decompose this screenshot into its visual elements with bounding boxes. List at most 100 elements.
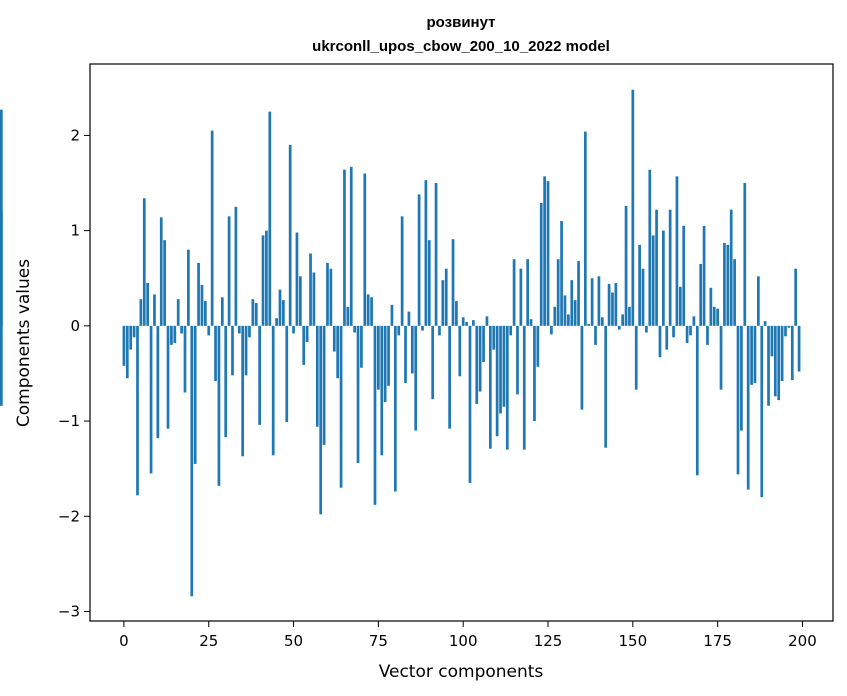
bar: [709, 287, 713, 326]
bar: [288, 144, 292, 326]
bar: [187, 249, 190, 326]
bar: [298, 276, 302, 326]
x-tick-label: 25: [199, 632, 218, 650]
bar: [794, 268, 798, 326]
bar: [678, 286, 682, 326]
bar: [149, 325, 153, 474]
bar: [594, 325, 597, 345]
bar: [373, 325, 377, 505]
bar: [387, 325, 390, 386]
bar: [645, 325, 648, 333]
bar: [475, 325, 479, 404]
bar: [665, 325, 669, 350]
bar: [723, 243, 726, 326]
bar: [390, 304, 394, 326]
bar: [349, 166, 353, 326]
bar: [319, 325, 323, 515]
bar: [343, 169, 346, 326]
bar: [438, 325, 441, 336]
bar: [295, 232, 299, 326]
bar: [393, 325, 397, 492]
bar: [651, 235, 655, 326]
bar: [166, 325, 170, 429]
bar: [312, 272, 316, 326]
bar: [539, 203, 543, 326]
bar: [234, 206, 238, 326]
bar: [492, 325, 496, 350]
bar: [410, 325, 414, 374]
bar: [200, 284, 204, 326]
bar: [214, 325, 217, 382]
bar: [583, 131, 587, 326]
bar: [634, 325, 638, 390]
plot-frame: [89, 63, 834, 622]
bar: [417, 194, 421, 326]
bar: [170, 325, 173, 345]
bar: [655, 209, 658, 326]
bar: [455, 301, 458, 326]
bar: [614, 282, 618, 326]
chart-subtitle: ukrconll_upos_cbow_200_10_2022 model: [312, 38, 610, 55]
y-tick-label: 1: [70, 222, 80, 240]
bar: [590, 278, 594, 326]
bar: [421, 325, 424, 331]
bar: [763, 321, 767, 326]
bar: [573, 300, 577, 326]
y-tick-label: 2: [70, 126, 80, 144]
bar: [488, 325, 492, 449]
bar: [360, 325, 363, 368]
bar: [159, 217, 163, 326]
bar: [227, 216, 231, 326]
bar: [458, 325, 462, 377]
bar: [692, 316, 696, 326]
bar: [271, 325, 275, 456]
bars-group: [0, 89, 801, 597]
bar: [305, 325, 309, 343]
bar: [668, 209, 672, 326]
bar: [797, 325, 801, 372]
bar: [604, 325, 608, 448]
bar: [787, 325, 791, 328]
bar: [275, 318, 278, 326]
bar: [0, 211, 3, 326]
bar: [529, 319, 533, 326]
bar: [770, 325, 774, 357]
bar: [553, 306, 557, 326]
bar: [146, 282, 150, 326]
bar: [689, 325, 692, 336]
bar: [621, 314, 625, 326]
bar: [611, 292, 614, 326]
bar: [472, 320, 475, 326]
bar: [767, 325, 770, 406]
bar: [339, 325, 343, 488]
bar: [505, 325, 509, 450]
bar: [448, 325, 451, 429]
x-tick-label: 75: [369, 632, 388, 650]
bar: [366, 294, 370, 326]
bar: [468, 325, 472, 483]
bar: [0, 325, 3, 406]
x-tick-label: 0: [119, 632, 129, 650]
bar: [499, 325, 502, 414]
y-tick-label: −2: [58, 507, 80, 525]
bar: [210, 130, 214, 326]
bar: [329, 268, 333, 326]
bar: [509, 325, 513, 336]
bar: [587, 323, 591, 326]
bar: [309, 253, 312, 326]
bar: [482, 325, 485, 363]
bar: [142, 198, 146, 326]
bar: [383, 325, 387, 403]
bar: [414, 325, 418, 431]
y-tick-label: −3: [58, 602, 80, 620]
bar: [397, 325, 401, 336]
bar: [658, 325, 662, 358]
bar: [746, 325, 750, 490]
bar: [315, 325, 319, 427]
bar: [550, 325, 553, 335]
bar: [546, 181, 550, 326]
bar: [370, 297, 373, 326]
bar: [125, 325, 129, 379]
bar: [244, 325, 248, 376]
